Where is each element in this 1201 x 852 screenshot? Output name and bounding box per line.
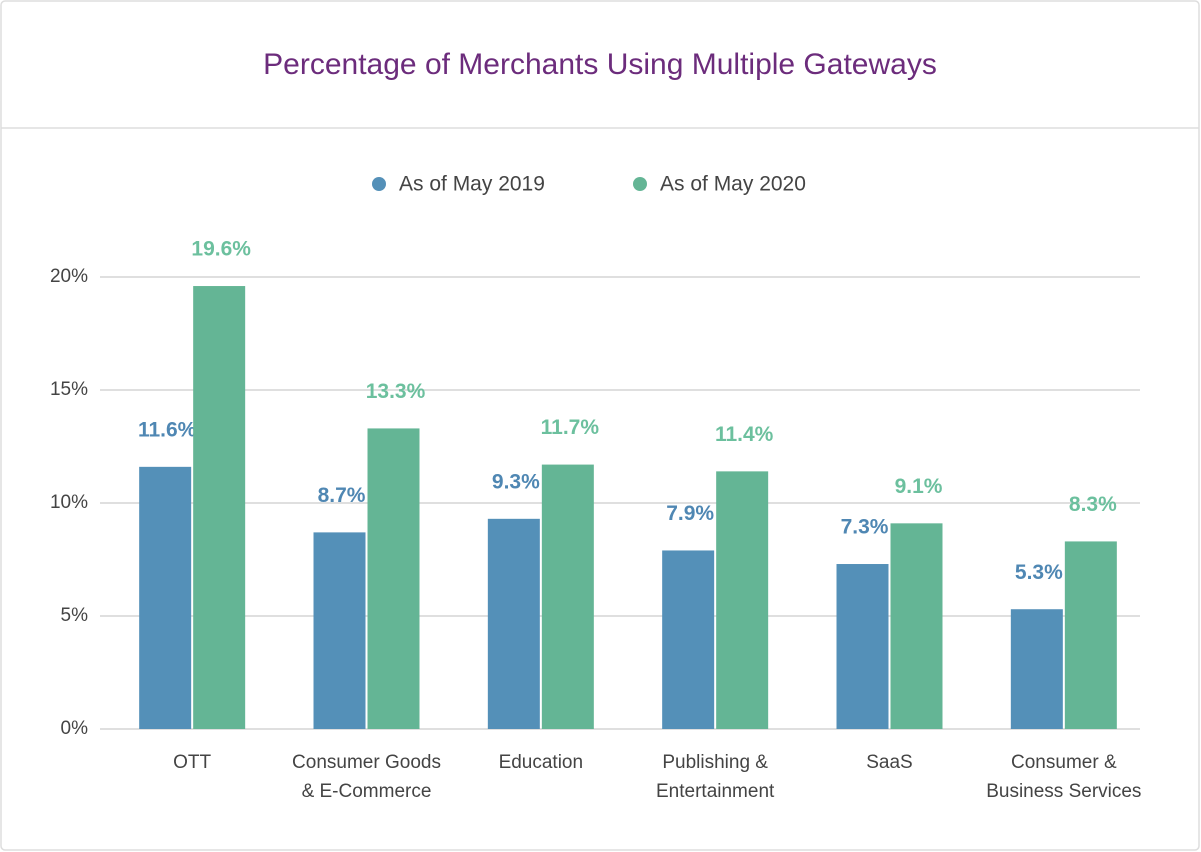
- x-tick-label: Education: [498, 752, 584, 773]
- bar: [716, 471, 769, 729]
- value-label: 11.7%: [541, 416, 600, 439]
- bar: [139, 466, 192, 729]
- value-label: 13.3%: [366, 380, 426, 403]
- value-label: 7.9%: [666, 502, 714, 525]
- chart-title: Percentage of Merchants Using Multiple G…: [263, 48, 937, 81]
- x-tick-label: Consumer & Business Services: [986, 752, 1142, 802]
- bar: [487, 518, 540, 729]
- legend-label: As of May 2019: [399, 173, 545, 196]
- y-tick-label: 10%: [50, 492, 88, 513]
- value-label: 11.4%: [715, 423, 774, 446]
- value-label: 5.3%: [1015, 561, 1063, 584]
- bar: [890, 523, 943, 729]
- bar: [541, 464, 594, 729]
- y-tick-label: 0%: [61, 718, 89, 739]
- x-tick-label: Publishing & Entertainment: [656, 752, 775, 802]
- x-tick-label: Consumer Goods & E-Commerce: [292, 752, 441, 802]
- legend-marker: [633, 177, 647, 191]
- bar: [313, 532, 366, 729]
- value-label: 8.7%: [318, 484, 366, 507]
- x-tick-label: OTT: [173, 752, 212, 773]
- value-label: 9.3%: [492, 470, 540, 493]
- bar: [1010, 609, 1063, 729]
- bar: [662, 550, 715, 729]
- legend-label: As of May 2020: [660, 173, 806, 196]
- value-label: 9.1%: [895, 475, 943, 498]
- bar: [193, 286, 246, 729]
- y-tick-label: 20%: [50, 266, 88, 287]
- x-tick-label: SaaS: [866, 752, 913, 773]
- legend-marker: [372, 177, 386, 191]
- value-label: 19.6%: [191, 238, 251, 261]
- bar: [1064, 541, 1117, 729]
- y-tick-label: 15%: [50, 379, 88, 400]
- value-label: 11.6%: [138, 418, 197, 441]
- bar: [836, 564, 889, 729]
- value-label: 8.3%: [1069, 493, 1117, 516]
- bar: [367, 428, 420, 729]
- y-tick-label: 5%: [61, 605, 89, 626]
- value-label: 7.3%: [841, 516, 889, 539]
